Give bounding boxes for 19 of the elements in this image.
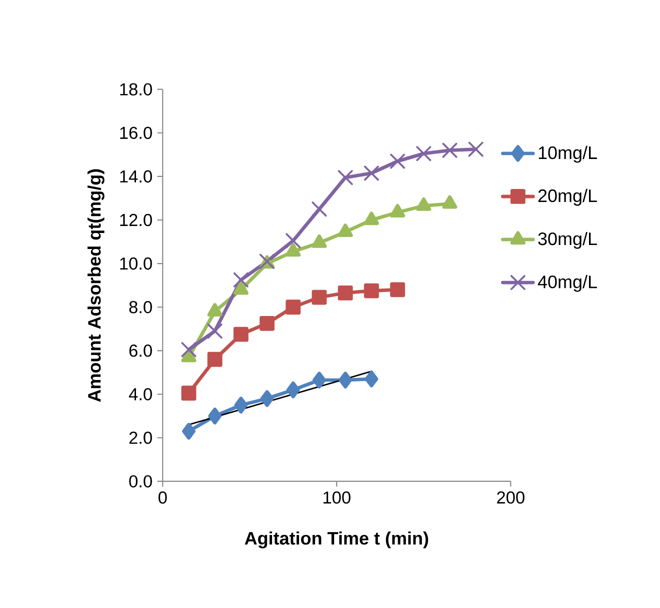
legend-label: 20mg/L (538, 188, 597, 206)
y-tick-label: 0.0 (129, 475, 152, 488)
y-tick-label: 6.0 (129, 344, 152, 357)
y-tick-label: 8.0 (129, 300, 152, 314)
y-tick-label: 18.0 (120, 83, 152, 96)
legend-label: 10mg/L (538, 146, 597, 163)
y-tick-label: 16.0 (120, 126, 152, 140)
y-axis-title: Amount Adsorbed qt(mg/g) (88, 169, 104, 402)
x-tick-label: 100 (324, 491, 350, 504)
x-axis-title: Agitation Time t (min) (244, 531, 428, 548)
x-tick-label: 0 (158, 491, 167, 504)
y-tick-label: 12.0 (120, 214, 152, 226)
y-tick-label: 2.0 (129, 432, 152, 444)
y-tick-label: 10.0 (120, 257, 152, 270)
x-tick-label: 200 (497, 491, 524, 504)
legend-label: 40mg/L (538, 275, 597, 292)
y-tick-label: 4.0 (128, 388, 152, 400)
legend-label: 30mg/L (538, 232, 597, 249)
y-tick-label: 14.0 (120, 170, 152, 183)
